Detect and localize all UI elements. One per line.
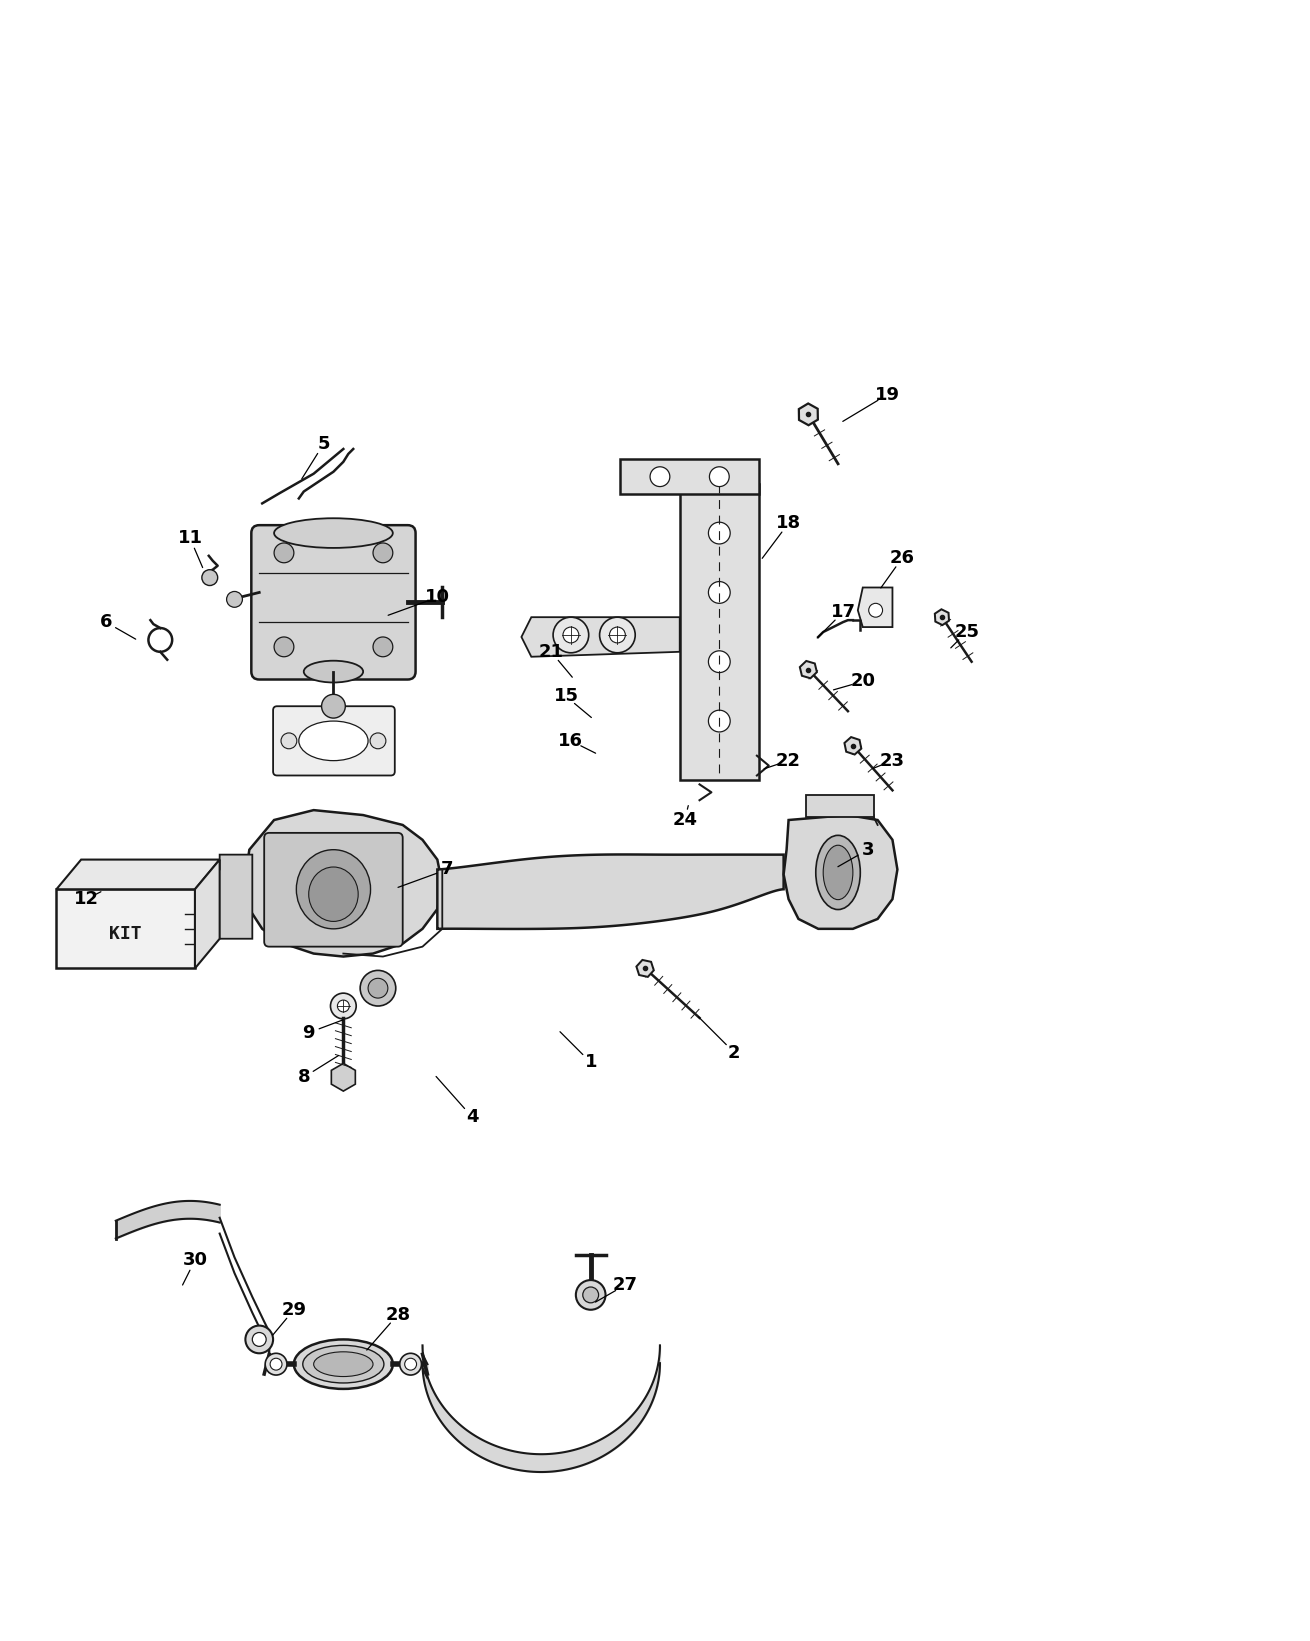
Polygon shape [858,587,892,627]
Ellipse shape [816,835,861,909]
Polygon shape [438,855,783,929]
FancyBboxPatch shape [56,889,195,968]
Polygon shape [800,661,817,678]
Polygon shape [783,816,897,929]
Circle shape [227,591,242,607]
Text: 28: 28 [385,1306,410,1324]
Circle shape [270,1359,282,1370]
Polygon shape [680,484,758,781]
Ellipse shape [303,1346,384,1383]
Circle shape [368,978,388,998]
Circle shape [400,1354,422,1375]
Text: KIT: KIT [109,926,141,944]
Text: 20: 20 [850,673,875,691]
Circle shape [338,999,350,1012]
Circle shape [563,627,579,643]
Text: 3: 3 [862,840,874,858]
Text: 21: 21 [538,643,563,661]
Circle shape [282,734,297,748]
Circle shape [710,466,730,487]
Polygon shape [621,459,758,494]
Text: 8: 8 [297,1068,310,1086]
Circle shape [609,627,625,643]
Circle shape [869,604,883,617]
Circle shape [405,1359,417,1370]
FancyBboxPatch shape [807,796,874,817]
Circle shape [709,711,730,732]
Text: 11: 11 [177,528,203,546]
FancyBboxPatch shape [252,525,415,679]
Circle shape [265,1354,287,1375]
Polygon shape [521,617,680,656]
Circle shape [330,993,356,1019]
FancyBboxPatch shape [265,834,402,947]
Text: 4: 4 [466,1108,478,1126]
Circle shape [253,1332,266,1346]
FancyBboxPatch shape [272,706,394,776]
Text: 22: 22 [776,752,802,770]
Circle shape [202,569,217,586]
Text: 5: 5 [317,435,330,453]
Circle shape [709,651,730,673]
Ellipse shape [313,1352,373,1377]
Circle shape [576,1280,605,1310]
Polygon shape [935,609,948,625]
Polygon shape [331,1063,355,1091]
Circle shape [553,617,588,653]
Text: 27: 27 [613,1277,638,1295]
Text: 15: 15 [553,688,579,706]
Text: 1: 1 [584,1054,597,1072]
Circle shape [373,637,393,656]
Circle shape [369,734,386,748]
Circle shape [360,970,396,1006]
Text: 12: 12 [73,889,98,907]
Text: 10: 10 [424,589,449,607]
Ellipse shape [296,850,371,929]
Circle shape [709,581,730,604]
Polygon shape [208,855,253,939]
Polygon shape [637,960,654,976]
Text: 2: 2 [728,1044,740,1062]
Text: 30: 30 [182,1252,207,1268]
Text: 19: 19 [875,386,900,404]
Text: 16: 16 [558,732,583,750]
Circle shape [583,1287,599,1303]
Circle shape [274,637,293,656]
Text: 26: 26 [889,548,914,566]
Text: 17: 17 [831,604,855,622]
Text: 29: 29 [282,1301,307,1319]
Circle shape [274,543,293,563]
Circle shape [373,543,393,563]
Text: 6: 6 [100,614,113,632]
Ellipse shape [293,1339,393,1388]
Circle shape [321,694,346,719]
Text: 7: 7 [441,860,453,878]
Ellipse shape [309,866,358,921]
Circle shape [650,466,669,487]
Text: 23: 23 [880,752,905,770]
Ellipse shape [299,720,368,761]
Ellipse shape [274,519,393,548]
Polygon shape [845,737,862,755]
Circle shape [709,522,730,543]
Ellipse shape [823,845,853,899]
Ellipse shape [304,661,363,683]
Text: 18: 18 [776,514,802,532]
Text: 9: 9 [303,1024,314,1042]
Circle shape [600,617,635,653]
Polygon shape [195,860,220,968]
Text: 24: 24 [672,811,697,829]
Polygon shape [799,404,817,425]
Circle shape [245,1326,272,1354]
Polygon shape [56,860,220,889]
Polygon shape [245,811,443,957]
Text: 25: 25 [954,624,979,642]
